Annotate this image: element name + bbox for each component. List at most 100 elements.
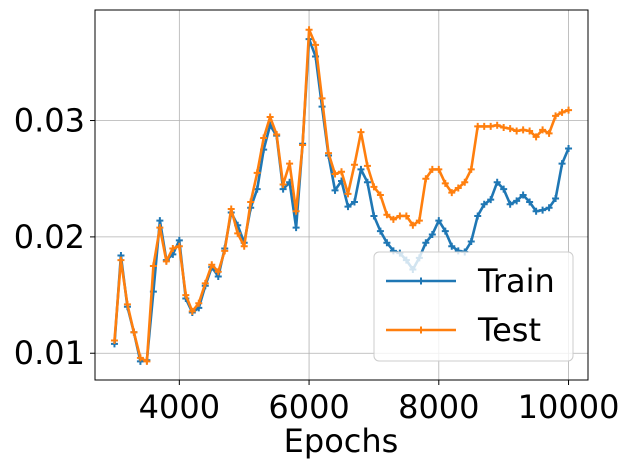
data-point — [513, 127, 521, 135]
data-point — [383, 239, 391, 247]
data-point — [247, 198, 255, 206]
data-point — [253, 169, 261, 177]
data-point — [448, 189, 456, 197]
legend-label: Train — [477, 262, 555, 300]
series-lines — [110, 26, 573, 365]
data-point — [357, 128, 365, 136]
data-point — [383, 211, 391, 219]
data-point — [422, 175, 430, 183]
data-point — [402, 212, 410, 220]
data-point — [338, 168, 345, 176]
data-point — [370, 212, 378, 220]
data-point — [363, 178, 371, 186]
axis-ticks: 4000 6000 8000 10000 0.01 0.02 0.03 — [14, 102, 620, 426]
data-point — [273, 130, 281, 138]
data-point — [396, 212, 404, 220]
data-point — [532, 207, 540, 215]
data-point — [435, 217, 443, 225]
data-point — [493, 178, 501, 186]
data-point — [454, 184, 462, 192]
data-point — [376, 227, 384, 235]
data-point — [487, 122, 495, 130]
data-point — [169, 245, 177, 253]
data-point — [363, 162, 371, 170]
y-tick-label: 0.03 — [14, 102, 85, 140]
data-point — [149, 262, 157, 270]
data-point — [240, 242, 248, 250]
data-point — [474, 122, 482, 130]
data-point — [519, 126, 527, 134]
legend-box — [373, 251, 574, 362]
data-point — [143, 357, 151, 365]
data-point — [221, 247, 229, 255]
data-point — [441, 227, 449, 235]
data-point — [428, 165, 436, 173]
data-point — [415, 217, 423, 225]
data-point — [195, 299, 203, 307]
data-point — [389, 215, 397, 223]
data-point — [565, 106, 573, 114]
data-point — [331, 170, 339, 178]
x-tick-label: 4000 — [139, 388, 220, 426]
data-point — [318, 94, 326, 102]
data-point — [370, 183, 378, 191]
data-point — [500, 124, 508, 132]
data-point — [234, 229, 242, 237]
data-point — [487, 196, 495, 204]
data-point — [260, 134, 268, 142]
data-point — [110, 336, 118, 344]
data-point — [545, 129, 553, 137]
data-point — [344, 203, 352, 211]
data-point — [325, 149, 333, 157]
data-point — [480, 122, 488, 130]
legend-label: Test — [477, 311, 541, 349]
data-point — [123, 300, 131, 308]
data-point — [526, 127, 534, 135]
data-point — [532, 133, 540, 141]
data-point — [500, 185, 508, 193]
data-point — [214, 268, 222, 276]
data-point — [286, 160, 294, 168]
data-point — [545, 204, 553, 212]
data-point — [422, 239, 430, 247]
data-point — [506, 200, 514, 208]
data-point — [552, 194, 560, 202]
x-tick-label: 10000 — [518, 388, 620, 426]
data-point — [513, 197, 521, 205]
data-point — [539, 126, 547, 134]
data-point — [539, 206, 547, 214]
data-point — [350, 161, 358, 169]
data-point — [506, 125, 514, 133]
data-point — [130, 328, 138, 336]
data-point — [558, 160, 566, 168]
data-point — [350, 198, 358, 206]
data-point — [182, 291, 190, 299]
data-point — [156, 224, 164, 232]
data-point — [526, 198, 534, 206]
data-point — [461, 178, 469, 186]
data-point — [480, 200, 488, 208]
data-point — [312, 41, 320, 49]
data-point — [467, 238, 475, 246]
data-point — [292, 207, 300, 215]
data-point — [435, 165, 443, 173]
grid — [95, 10, 588, 380]
x-tick-label: 8000 — [398, 388, 479, 426]
data-point — [441, 179, 449, 187]
data-point — [409, 221, 417, 229]
data-point — [117, 256, 125, 264]
series-test — [110, 26, 573, 365]
data-point — [344, 190, 352, 198]
x-axis-label: Epochs — [284, 422, 399, 460]
data-point — [162, 257, 170, 265]
data-point — [201, 279, 209, 287]
data-point — [227, 205, 235, 213]
legend: Train Test — [373, 251, 574, 362]
data-point — [519, 191, 527, 199]
data-point — [558, 108, 566, 116]
data-point — [467, 165, 475, 173]
data-point — [357, 165, 365, 173]
data-point — [493, 121, 501, 129]
data-point — [565, 144, 573, 152]
